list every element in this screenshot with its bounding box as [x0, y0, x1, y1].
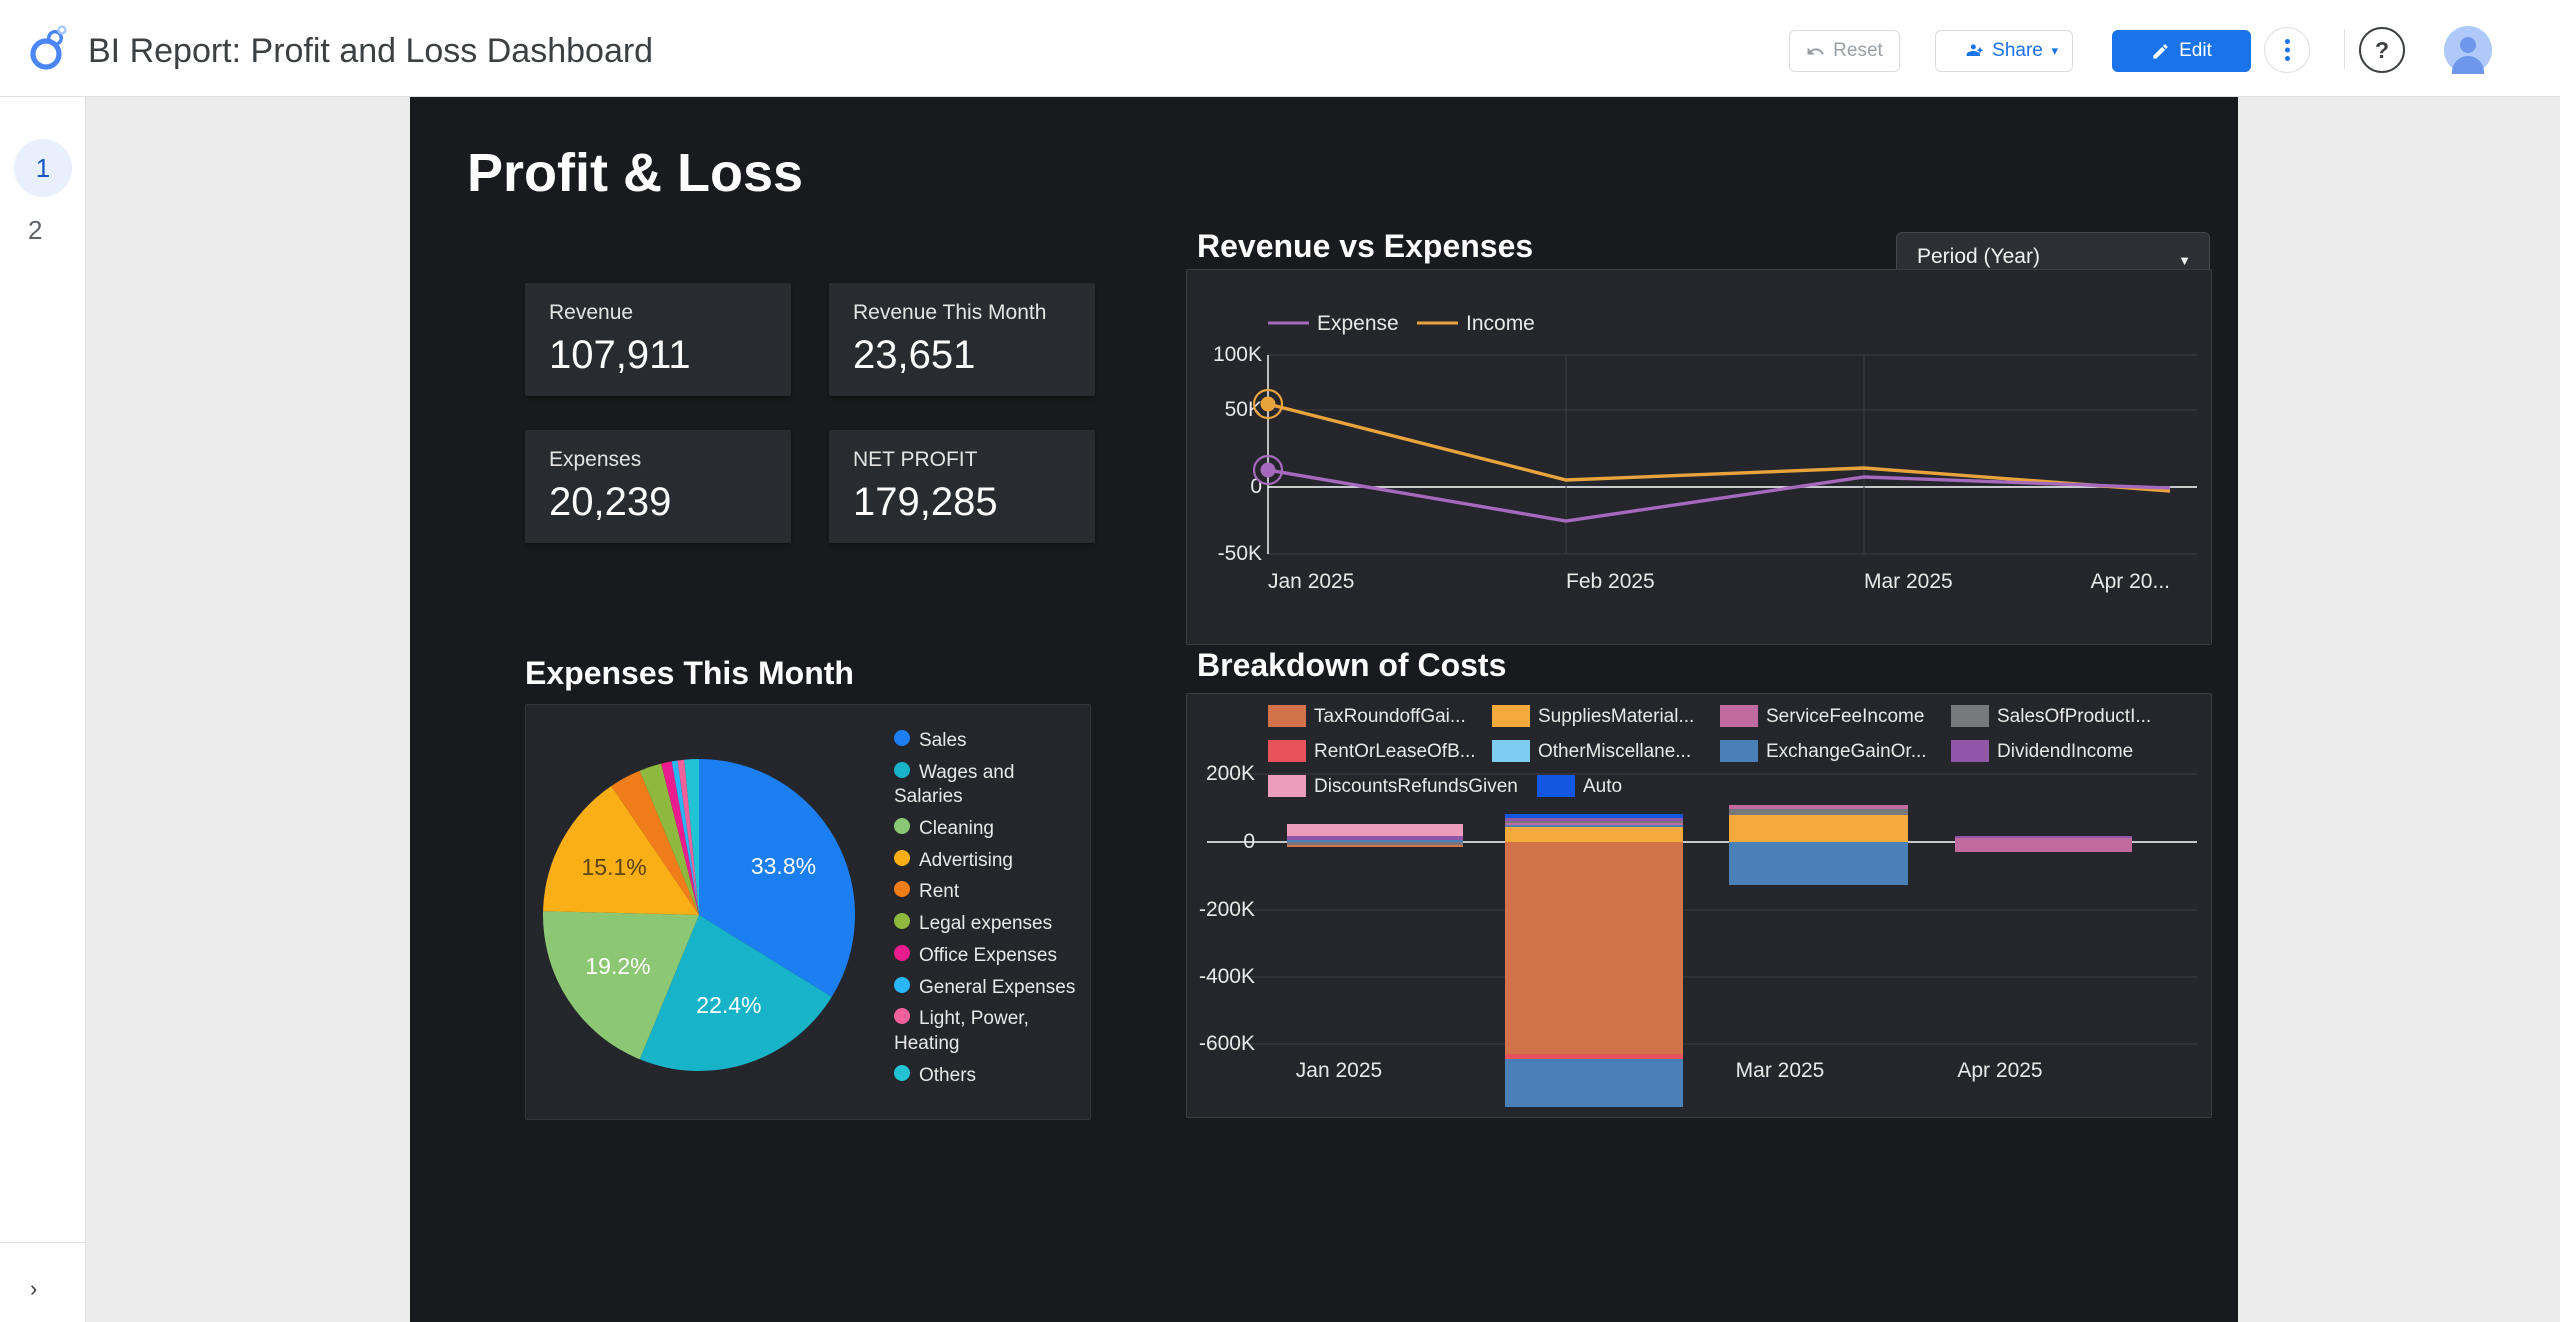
- svg-text:Jan 2025: Jan 2025: [1296, 1059, 1382, 1082]
- svg-text:100K: 100K: [1213, 343, 1262, 366]
- svg-text:15.1%: 15.1%: [581, 854, 646, 880]
- svg-text:Mar 2025: Mar 2025: [1736, 1059, 1825, 1082]
- svg-text:0: 0: [1243, 830, 1255, 853]
- svg-text:Mar 2025: Mar 2025: [1864, 570, 1953, 593]
- svg-text:50K: 50K: [1225, 398, 1262, 421]
- svg-text:TaxRoundoffGai...: TaxRoundoffGai...: [1314, 706, 1466, 727]
- svg-text:Income: Income: [1466, 312, 1535, 335]
- svg-text:SalesOfProductI...: SalesOfProductI...: [1997, 706, 2151, 727]
- svg-text:19.2%: 19.2%: [585, 953, 650, 979]
- svg-text:22.4%: 22.4%: [696, 992, 761, 1018]
- svg-text:DividendIncome: DividendIncome: [1997, 741, 2133, 762]
- svg-text:Auto: Auto: [1583, 776, 1622, 797]
- svg-text:Apr 20...: Apr 20...: [2091, 570, 2170, 593]
- svg-text:ExchangeGainOr...: ExchangeGainOr...: [1766, 741, 1927, 762]
- svg-text:Feb 2025: Feb 2025: [1566, 570, 1655, 593]
- svg-text:Expense: Expense: [1317, 312, 1399, 335]
- svg-text:ServiceFeeIncome: ServiceFeeIncome: [1766, 706, 1924, 727]
- svg-text:Apr 2025: Apr 2025: [1957, 1059, 2042, 1082]
- svg-text:Jan 2025: Jan 2025: [1268, 570, 1354, 593]
- svg-text:-200K: -200K: [1199, 898, 1255, 921]
- svg-text:DiscountsRefundsGiven: DiscountsRefundsGiven: [1314, 776, 1518, 797]
- svg-text:-50K: -50K: [1218, 542, 1262, 565]
- svg-text:RentOrLeaseOfB...: RentOrLeaseOfB...: [1314, 741, 1476, 762]
- svg-text:-600K: -600K: [1199, 1032, 1255, 1055]
- svg-text:OtherMiscellane...: OtherMiscellane...: [1538, 741, 1691, 762]
- svg-text:SuppliesMaterial...: SuppliesMaterial...: [1538, 706, 1694, 727]
- svg-text:33.8%: 33.8%: [751, 853, 816, 879]
- svg-text:200K: 200K: [1206, 762, 1255, 785]
- svg-text:-400K: -400K: [1199, 965, 1255, 988]
